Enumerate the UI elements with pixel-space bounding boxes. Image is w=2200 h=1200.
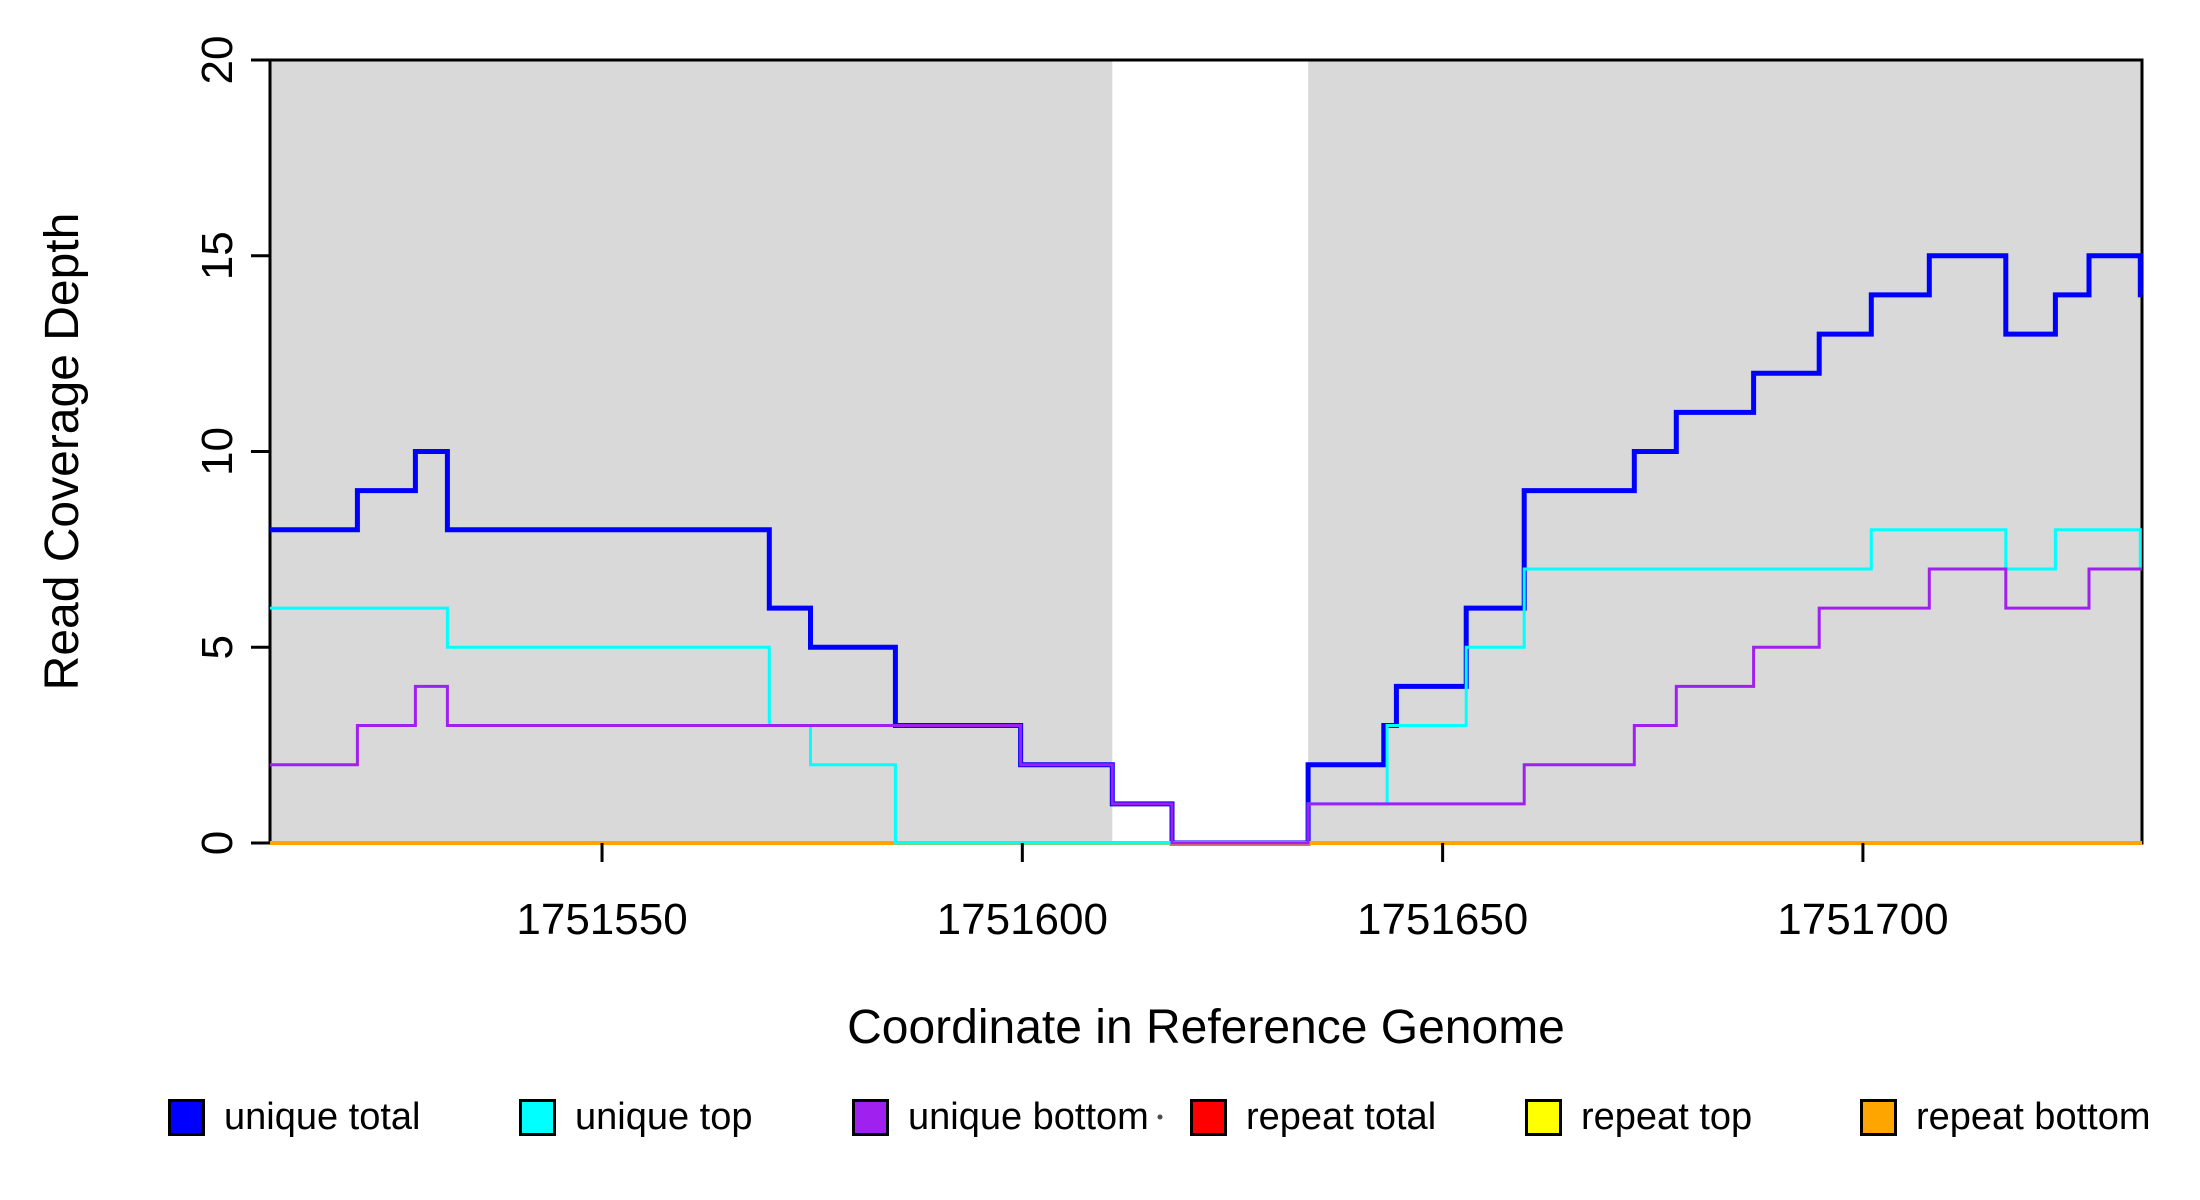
axis-ticks (251, 58, 1865, 862)
y-axis-title: Read Coverage Depth (36, 213, 89, 691)
series-line-unique-total (270, 253, 2143, 846)
shaded-alignable-regions (270, 60, 2142, 843)
x-axis-title: Coordinate in Reference Genome (847, 1001, 1565, 1054)
x-tick-label: 1751700 (1777, 895, 1948, 944)
shaded-region-1 (270, 60, 1113, 843)
coverage-step-lines (270, 253, 2143, 846)
y-tick-label: 20 (193, 36, 242, 85)
x-tick-label: 1751650 (1357, 895, 1528, 944)
x-tick-label: 1751550 (516, 895, 687, 944)
y-tick-labels: 0 5 10 15 20 (193, 36, 242, 856)
x-tick-labels: 1751550 1751600 1751650 1751700 (516, 895, 1948, 944)
shaded-region-2 (1308, 60, 2142, 843)
stray-mark (1157, 1114, 1163, 1120)
y-tick-label: 10 (193, 427, 242, 476)
y-tick-label: 15 (193, 231, 242, 280)
series-line-unique-bottom (270, 567, 2142, 845)
y-tick-label: 5 (193, 635, 242, 659)
x-tick-label: 1751600 (937, 895, 1108, 944)
y-tick-label: 0 (193, 831, 242, 855)
